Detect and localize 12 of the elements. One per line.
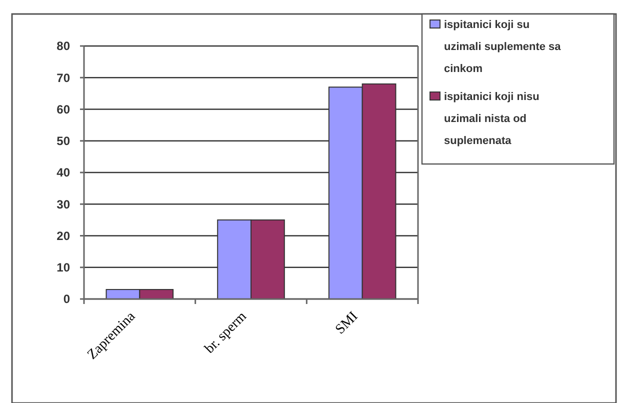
y-tick-label: 30 [56,197,70,212]
x-tick-label: SMI [332,308,362,338]
y-tick-label: 60 [56,102,70,116]
y-tick-label: 50 [56,134,70,148]
y-tick-label: 0 [63,292,70,306]
legend-label: ispitanici koji nisu uzimali nista od suplemenata [444,91,540,147]
y-tick-label: 10 [56,260,70,275]
y-tick-label: 40 [56,166,70,180]
y-tick-label: 70 [56,70,70,85]
legend-label: ispitanici koji su uzimali suplemente sa cinkom [444,19,562,75]
y-tick-label: 80 [56,39,70,54]
y-tick-label: 20 [56,228,70,243]
